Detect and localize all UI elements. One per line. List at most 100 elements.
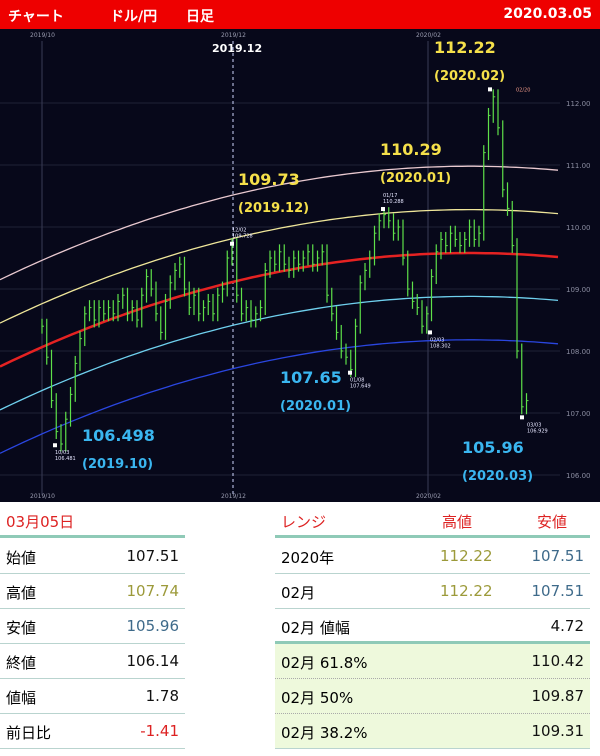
range-title: レンジ [281,513,327,531]
cursor-label: 2019.12 [212,42,262,55]
marker-price: 109.728 [232,234,253,240]
row-label: 02月 61.8% [281,654,368,672]
daily-row: 前日比 -1.41 [0,714,185,749]
marker-point [428,330,432,335]
x-label-bottom: 2019/10 [30,493,55,500]
row-label: 02月 38.2% [281,724,368,742]
y-tick-label: 107.00 [566,410,591,418]
y-tick-label: 106.00 [566,472,591,480]
row-value: 107.74 [126,582,180,600]
x-label-bottom: 2019/12 [221,493,246,500]
row-value: 107.51 [126,547,180,565]
daily-table: 03月05日 始値 107.51 高値 107.74 安値 105.96 終値 106.14 値… [0,505,185,755]
row-label: 高値 [6,584,37,602]
x-label-top: 2019/12 [221,32,246,39]
x-label-top: 2020/02 [416,32,441,39]
app-header: チャート ドル/円 日足 2020.03.05 [0,0,600,29]
daily-title: 03月05日 [6,513,75,531]
marker-price: 106.481 [55,456,76,462]
row-label: 安値 [6,619,37,637]
row-low: 4.72 [550,617,584,635]
marker-price: 107.649 [350,384,371,390]
high-header: 高値 [442,513,473,531]
band-line [0,295,559,411]
annotation-period: (2019.10) [82,457,153,472]
row-label: 2020年 [281,549,335,567]
row-label: 02月 50% [281,689,354,707]
annotation-value: 106.498 [82,426,155,445]
y-tick-label: 110.00 [566,224,591,232]
row-low: 109.31 [531,722,585,740]
marker-date: 01/08 [350,378,364,384]
x-label-top: 2019/10 [30,32,55,39]
row-value: 105.96 [126,617,180,635]
annotation-value: 105.96 [462,438,524,457]
daily-row: 値幅 1.78 [0,679,185,714]
period-label[interactable]: 日足 [186,9,214,25]
marker-date: 01/17 [383,193,397,199]
range-row: 02月 50% 109.87 [275,679,590,714]
chart-svg: 112.00 111.00 110.00 109.00 108.00 107.00 106.… [0,32,591,500]
annotation-value: 110.29 [380,140,442,159]
daily-row: 安値 105.96 [0,609,185,644]
band-line [0,251,559,368]
band-line [0,165,559,281]
marker-point [488,87,492,92]
annotation-period: (2020.03) [462,469,533,484]
range-table: レンジ 高値 安値 2020年 112.22 107.51 02月 112.22 107.… [275,505,590,755]
marker-date: 02/20 [516,87,530,93]
marker-point [53,443,57,448]
y-tick-label: 112.00 [566,100,591,108]
y-tick-label: 109.00 [566,286,591,294]
marker-date: 03/03 [527,422,541,428]
y-tick-label: 108.00 [566,348,591,356]
row-low: 109.87 [531,687,585,705]
chart-title[interactable]: チャート [8,9,64,25]
marker-point [520,415,524,420]
marker-price: 108.302 [430,343,451,349]
range-row: 02月 112.22 107.51 [275,574,590,609]
low-header: 安値 [537,513,568,531]
range-row: 02月 値幅 4.72 [275,609,590,644]
annotation-period: (2020.01) [280,399,351,414]
row-high: 112.22 [440,582,493,600]
marker-point [381,207,385,212]
annotation-value: 109.73 [238,170,300,189]
daily-row: 高値 107.74 [0,574,185,609]
y-tick-label: 111.00 [566,162,591,170]
row-low: 107.51 [531,547,585,565]
x-label-bottom: 2020/02 [416,493,441,500]
row-value: 1.78 [145,687,179,705]
row-label: 前日比 [6,724,52,742]
daily-row: 始値 107.51 [0,539,185,574]
annotation-period: (2019.12) [238,201,309,216]
marker-point [230,241,234,246]
annotation-period: (2020.02) [434,69,505,84]
currency-pair[interactable]: ドル/円 [110,9,158,25]
marker-date: 10/03 [55,450,69,456]
annotation-period: (2020.01) [380,171,451,186]
row-label: 始値 [6,549,37,567]
annotation-value: 112.22 [434,38,496,57]
row-low: 110.42 [531,652,585,670]
range-row: 02月 61.8% 110.42 [275,644,590,679]
row-value: 106.14 [126,652,180,670]
range-row: 2020年 112.22 107.51 [275,539,590,574]
annotation-value: 107.65 [280,368,342,387]
daily-row: 終値 106.14 [0,644,185,679]
price-chart[interactable]: 112.00 111.00 110.00 109.00 108.00 107.00 106.… [0,29,600,502]
marker-price: 110.288 [383,199,404,205]
row-value: -1.41 [140,722,179,740]
row-label: 値幅 [6,689,37,707]
marker-date: 12/02 [232,228,246,234]
band-line [0,208,559,324]
band-line [0,339,559,454]
marker-date: 02/03 [430,337,444,343]
marker-price: 106.929 [527,428,548,434]
range-row: 02月 38.2% 109.31 [275,714,590,749]
row-high: 112.22 [440,547,493,565]
marker-point [348,370,352,375]
row-low: 107.51 [531,582,585,600]
row-label: 02月 [281,584,316,602]
row-label: 02月 値幅 [281,619,350,637]
